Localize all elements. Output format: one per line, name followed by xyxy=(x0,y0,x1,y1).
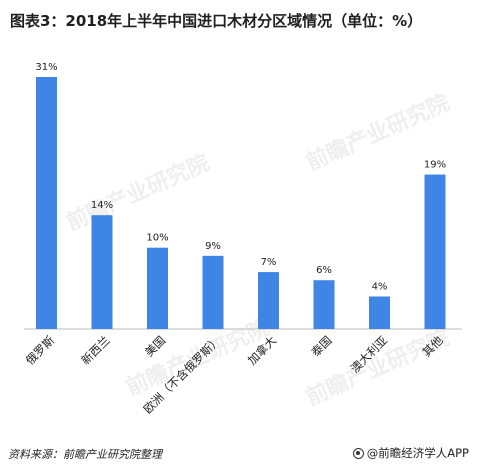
data-label: 7% xyxy=(261,257,277,268)
bar-chart: 31%俄罗斯14%新西兰10%美国9%欧洲（不含俄罗斯）7%加拿大6%泰国4%澳… xyxy=(23,62,462,416)
data-label: 9% xyxy=(205,241,221,252)
data-label: 10% xyxy=(146,233,168,244)
bar xyxy=(91,215,113,329)
brand-logo-icon xyxy=(352,447,364,459)
category-label: 俄罗斯 xyxy=(23,333,58,368)
bar xyxy=(424,174,446,329)
source-note: 资料来源：前瞻产业研究院整理 xyxy=(8,448,162,461)
bar xyxy=(369,296,390,329)
category-label: 美国 xyxy=(142,333,168,359)
data-label: 31% xyxy=(35,62,57,73)
bar xyxy=(258,272,279,329)
category-label: 其他 xyxy=(419,333,446,360)
brand-credit: @前瞻经济学人APP xyxy=(352,445,469,461)
data-label: 4% xyxy=(372,281,388,292)
bar xyxy=(36,77,57,329)
data-label: 19% xyxy=(424,160,446,171)
category-label: 澳大利亚 xyxy=(348,333,390,375)
category-label: 泰国 xyxy=(308,333,334,359)
brand-text: @前瞻经济学人APP xyxy=(366,446,469,460)
data-label: 14% xyxy=(91,200,113,211)
category-label: 加拿大 xyxy=(245,333,280,368)
bars-group: 31%俄罗斯14%新西兰10%美国9%欧洲（不含俄罗斯）7%加拿大6%泰国4%澳… xyxy=(23,62,446,416)
bar xyxy=(313,280,335,329)
data-label: 6% xyxy=(316,265,332,276)
chart-title: 图表3：2018年上半年中国进口木材分区域情况（单位：%） xyxy=(10,12,423,30)
bar xyxy=(147,247,168,329)
bar xyxy=(202,255,224,329)
category-label: 新西兰 xyxy=(78,333,112,367)
